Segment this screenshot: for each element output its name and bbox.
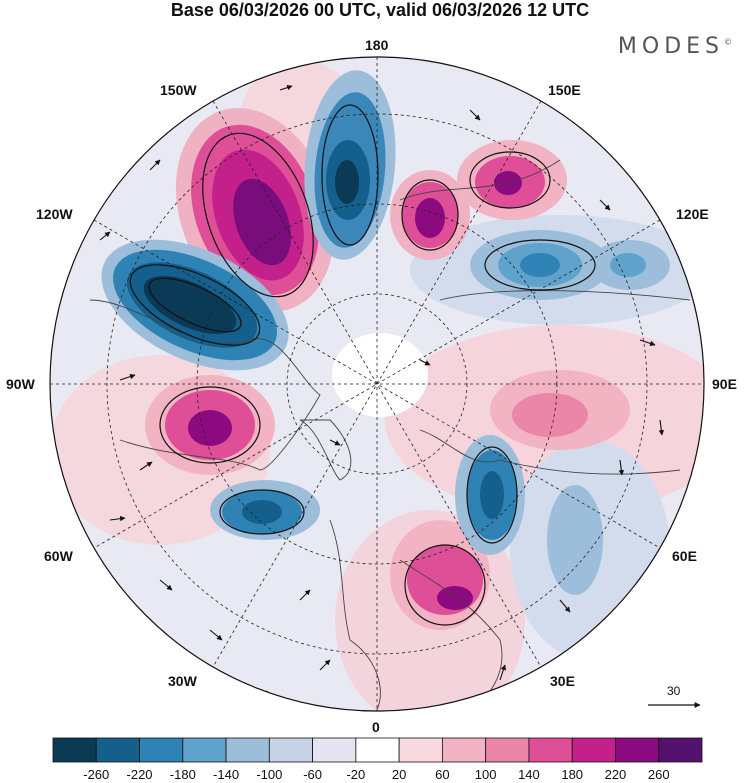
colorbar-bin (182, 737, 227, 763)
anomaly-field (50, 57, 704, 711)
colorbar-tick-label: -220 (126, 767, 153, 782)
colorbar-tick-label: 140 (518, 767, 540, 782)
map-boundary (49, 56, 705, 712)
colorbar-bin (485, 737, 530, 763)
colorbar-tick-label: 100 (474, 767, 497, 782)
lon-label-90e: 90E (712, 376, 737, 392)
colorbar-tick-label: -20 (346, 767, 366, 782)
lon-label-0: 0 (372, 719, 380, 735)
reference-vector-label: 30 (667, 684, 681, 698)
lon-label-180: 180 (365, 37, 389, 53)
colorbar-bin (571, 737, 616, 763)
colorbar-tick-label: -260 (83, 767, 110, 782)
graticule (50, 57, 704, 711)
negative-anomaly-center (210, 480, 320, 540)
page-title: Base 06/03/2026 00 UTC, valid 06/03/2026… (170, 0, 590, 20)
colorbar (52, 737, 703, 763)
negative-anomaly-center (304, 70, 396, 260)
colorbar-bin (268, 737, 314, 763)
colorbar-bin (441, 737, 487, 763)
colorbar-bin (355, 737, 400, 763)
colorbar-bin (658, 737, 703, 763)
colorbar-tick-label: 20 (391, 767, 407, 782)
positive-anomaly-center (390, 520, 490, 630)
lon-label-30e: 30E (550, 673, 575, 689)
lon-label-120w: 120W (36, 206, 73, 222)
pole-neutral-area (332, 333, 428, 417)
lon-label-30w: 30W (168, 673, 197, 689)
colorbar-tick-label: 60 (435, 767, 450, 782)
brand-mark: © (724, 37, 732, 47)
colorbar-tick-label: 260 (647, 767, 670, 782)
colorbar-bin (225, 737, 270, 763)
positive-anomaly-center (145, 375, 275, 475)
colorbar-bin (95, 737, 140, 763)
colorbar-bin (398, 737, 443, 763)
negative-anomaly-center (470, 230, 670, 300)
lon-label-120e: 120E (676, 206, 709, 222)
colorbar-bin (139, 737, 184, 763)
colorbar-bin (528, 737, 573, 763)
positive-anomaly-center (175, 108, 335, 312)
lon-label-150e: 150E (548, 82, 581, 98)
colorbar-tick-label: 180 (561, 767, 584, 782)
lon-label-90w: 90W (6, 376, 35, 392)
lon-label-150w: 150W (160, 82, 197, 98)
positive-anomaly-center (390, 140, 567, 260)
colorbar-tick-label: 220 (604, 767, 627, 782)
colorbar-tick-label: -60 (303, 767, 322, 782)
positive-anomaly-center (490, 370, 630, 450)
lon-label-60w: 60W (44, 548, 73, 564)
colorbar-tick-label: -140 (213, 767, 240, 782)
colorbar-bin (312, 737, 357, 763)
brand-logo: MODES© (618, 34, 732, 59)
lon-label-60e: 60E (672, 548, 697, 564)
colorbar-bin (52, 737, 97, 763)
colorbar-tick-label: -180 (169, 767, 196, 782)
colorbar-tick-label: -100 (256, 767, 283, 782)
brand-text: MODES (617, 34, 724, 59)
colorbar-bin (615, 737, 660, 763)
streamlines (129, 104, 596, 626)
negative-anomaly-center (101, 239, 289, 371)
